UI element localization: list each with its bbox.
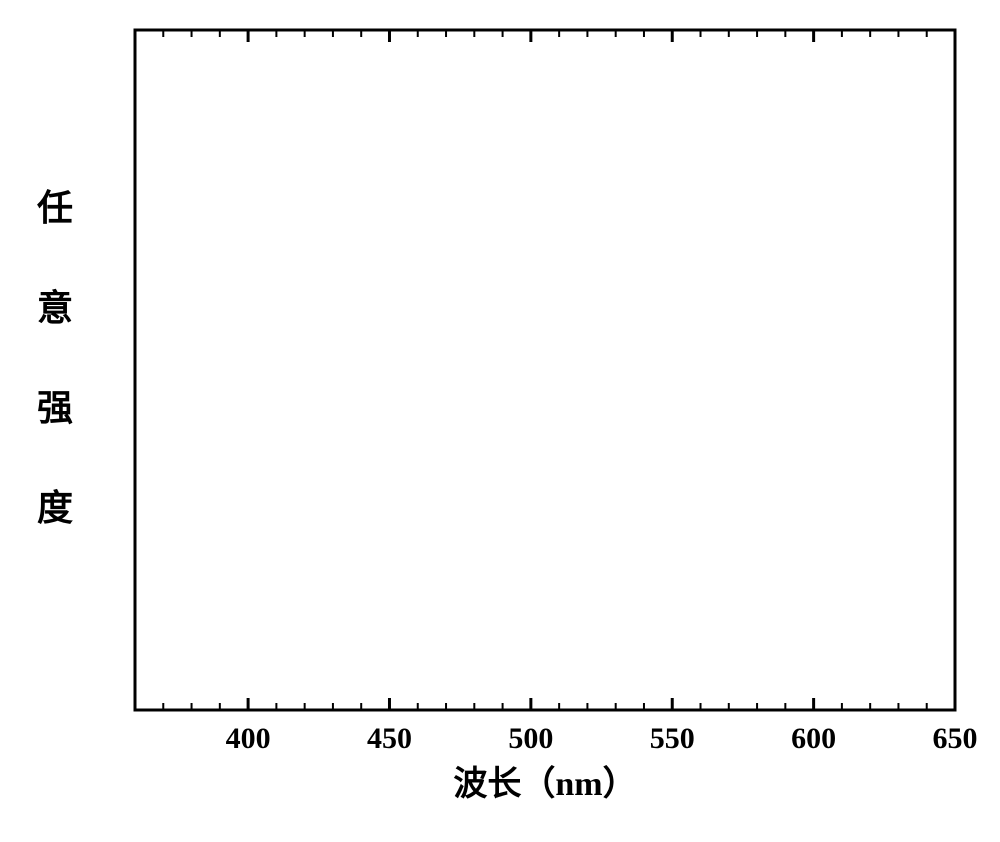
x-tick-label: 650 — [933, 722, 978, 755]
x-tick-label: 450 — [367, 722, 412, 755]
x-tick-label: 600 — [791, 722, 836, 755]
y-axis-label: 强 — [37, 388, 73, 428]
y-axis-label: 度 — [37, 488, 73, 528]
y-axis-label: 意 — [37, 288, 73, 328]
x-axis-label: 波长（nm） — [453, 764, 636, 803]
x-tick-label: 550 — [650, 722, 695, 755]
x-tick-label: 500 — [508, 722, 553, 755]
chart-container: 400 450 500 550 600 650 波长（nm） 任意强度 — [0, 0, 1000, 842]
y-axis-label: 任 — [37, 188, 73, 228]
spectrum-chart: 400 450 500 550 600 650 波长（nm） 任意强度 — [0, 0, 1000, 842]
x-tick-label: 400 — [226, 722, 271, 755]
